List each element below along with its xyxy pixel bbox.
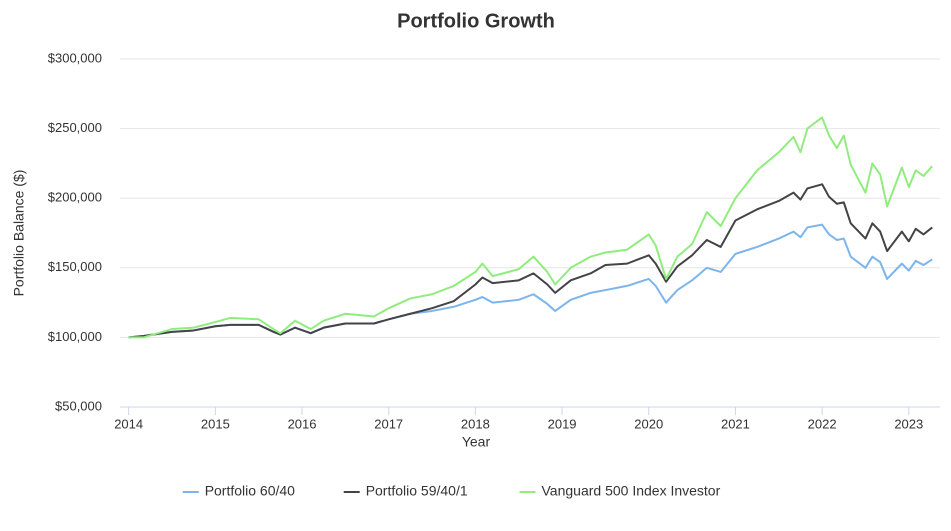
y-tick-label: $150,000 (48, 259, 102, 274)
legend-label: Portfolio 59/40/1 (366, 483, 468, 499)
x-tick-label: 2022 (808, 416, 837, 431)
y-tick-label: $200,000 (48, 190, 102, 205)
x-tick-label: 2021 (721, 416, 750, 431)
x-tick-label: 2020 (634, 416, 663, 431)
legend-label: Vanguard 500 Index Investor (542, 483, 721, 499)
y-tick-label: $100,000 (48, 329, 102, 344)
y-tick-label: $250,000 (48, 120, 102, 135)
x-tick-label: 2023 (894, 416, 923, 431)
series-line (128, 183, 933, 339)
x-tick-label: 2014 (114, 416, 143, 431)
y-tick-label: $300,000 (48, 50, 102, 65)
y-tick-label: $50,000 (55, 398, 102, 413)
x-axis-title: Year (462, 434, 491, 450)
chart-title: Portfolio Growth (397, 10, 555, 32)
x-tick-label: 2019 (548, 416, 577, 431)
y-axis-title: Portfolio Balance ($) (11, 170, 27, 297)
legend-label: Portfolio 60/40 (205, 483, 295, 499)
x-tick-label: 2015 (201, 416, 230, 431)
x-tick-label: 2018 (461, 416, 490, 431)
series-line (128, 116, 933, 339)
x-tick-label: 2016 (288, 416, 317, 431)
x-tick-label: 2017 (374, 416, 403, 431)
